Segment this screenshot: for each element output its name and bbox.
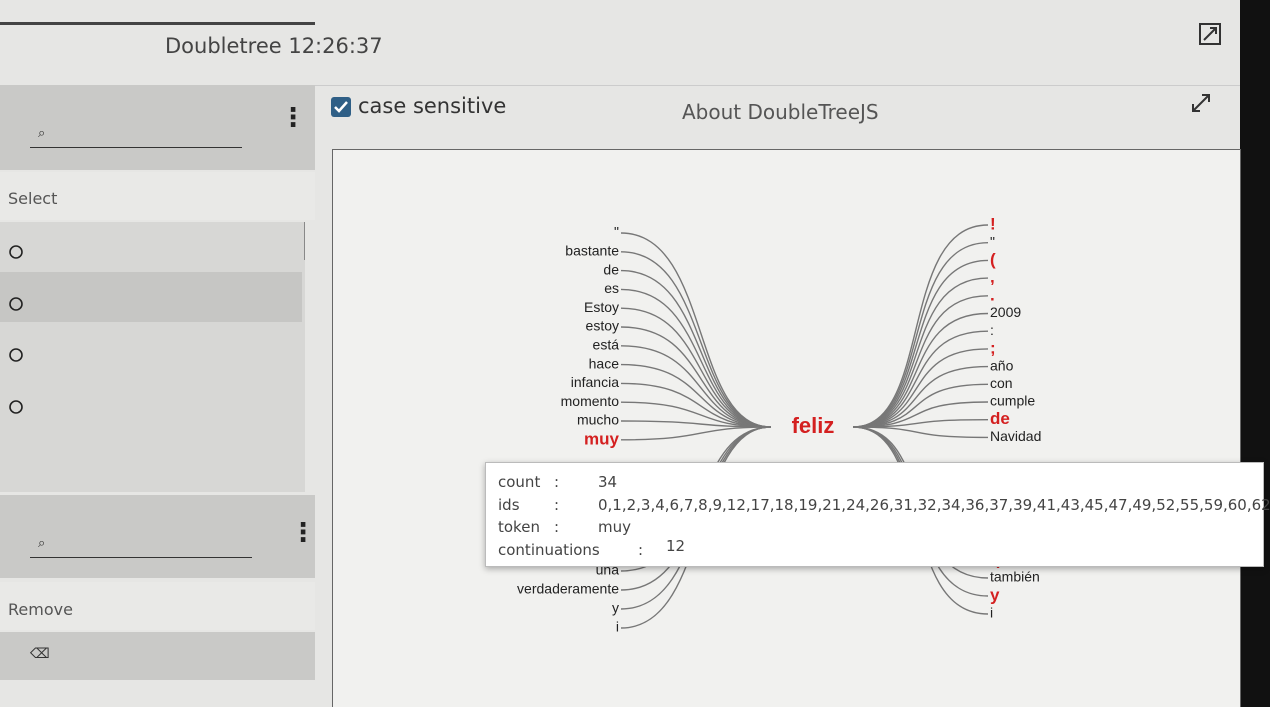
menu-button-2[interactable]: ⋮ bbox=[290, 518, 316, 548]
word: : bbox=[990, 322, 994, 338]
word: , bbox=[990, 268, 995, 287]
branch bbox=[853, 367, 988, 427]
word: Estoy bbox=[584, 299, 619, 315]
word: " bbox=[614, 224, 619, 240]
word: ! bbox=[990, 214, 996, 233]
tooltip-key: token bbox=[498, 518, 540, 536]
word: estoy bbox=[586, 318, 619, 334]
list bbox=[0, 222, 305, 492]
checkbox-label: case sensitive bbox=[358, 94, 506, 118]
screen-edge bbox=[1240, 0, 1270, 707]
tooltip-value: 34 bbox=[598, 473, 617, 491]
word: bastante bbox=[565, 243, 619, 259]
word: ; bbox=[990, 338, 996, 357]
fullscreen-button[interactable] bbox=[1198, 22, 1222, 46]
word: 2009 bbox=[990, 304, 1021, 320]
tooltip-separator: : bbox=[554, 496, 559, 514]
word: está bbox=[593, 337, 620, 353]
about-link[interactable]: About DoubleTreeJS bbox=[682, 100, 879, 124]
tooltip-key: continuations bbox=[498, 541, 600, 559]
tooltip-separator: : bbox=[638, 541, 643, 559]
search-input[interactable]: ⌕ bbox=[30, 120, 242, 148]
download-icons bbox=[0, 222, 305, 492]
word: es bbox=[604, 280, 619, 296]
tab-indicator bbox=[0, 22, 315, 25]
word: mucho bbox=[577, 412, 619, 428]
tooltip-value: muy bbox=[598, 518, 631, 536]
word: y bbox=[612, 600, 619, 616]
word: cumple bbox=[990, 393, 1035, 409]
tooltip-separator: : bbox=[554, 473, 559, 491]
branch bbox=[621, 289, 771, 427]
word: muy bbox=[584, 429, 620, 448]
branch bbox=[853, 225, 988, 427]
word: hace bbox=[589, 355, 620, 371]
word: momento bbox=[561, 393, 620, 409]
word: infancia bbox=[571, 374, 619, 390]
word: Navidad bbox=[990, 428, 1041, 444]
word: y bbox=[990, 585, 1000, 604]
root-word: feliz bbox=[792, 413, 835, 438]
word: ( bbox=[990, 250, 996, 269]
branch bbox=[621, 308, 771, 427]
word: año bbox=[990, 357, 1014, 373]
branch bbox=[621, 327, 771, 427]
branch bbox=[853, 384, 988, 427]
word: . bbox=[990, 285, 995, 304]
tooltip-separator: : bbox=[554, 518, 559, 536]
word: de bbox=[990, 409, 1010, 428]
word: también bbox=[990, 569, 1040, 585]
erase-row[interactable]: ⌫ bbox=[0, 632, 315, 680]
tooltip-value: 0,1,2,3,4,6,7,8,9,12,17,18,19,21,24,26,3… bbox=[598, 496, 1270, 514]
word: " bbox=[990, 233, 995, 249]
app-title: Doubletree 12:26:37 bbox=[165, 34, 383, 58]
word: verdaderamente bbox=[517, 581, 619, 597]
search-input-2[interactable]: ⌕ bbox=[30, 530, 252, 558]
checkbox[interactable] bbox=[330, 96, 352, 118]
select-row[interactable]: Select bbox=[0, 172, 315, 220]
word: con bbox=[990, 375, 1013, 391]
word: i bbox=[616, 619, 619, 635]
branch bbox=[621, 365, 771, 427]
double-tree: " bastante de es Estoy estoy está hace infancia m… bbox=[333, 150, 1240, 707]
word: de bbox=[603, 261, 619, 277]
branch bbox=[853, 243, 988, 427]
tooltip-key: ids bbox=[498, 496, 520, 514]
page: Doubletree 12:26:37 ⌕ ⋮ Select ⌕ ⋮ Remov… bbox=[0, 0, 1270, 707]
tooltip-value: 12 bbox=[666, 537, 685, 555]
word: i bbox=[990, 605, 993, 621]
remove-row[interactable]: Remove bbox=[0, 582, 315, 630]
expand-button[interactable] bbox=[1190, 92, 1212, 114]
tooltip-key: count bbox=[498, 473, 540, 491]
menu-button[interactable]: ⋮ bbox=[280, 103, 306, 133]
branch bbox=[621, 346, 771, 427]
